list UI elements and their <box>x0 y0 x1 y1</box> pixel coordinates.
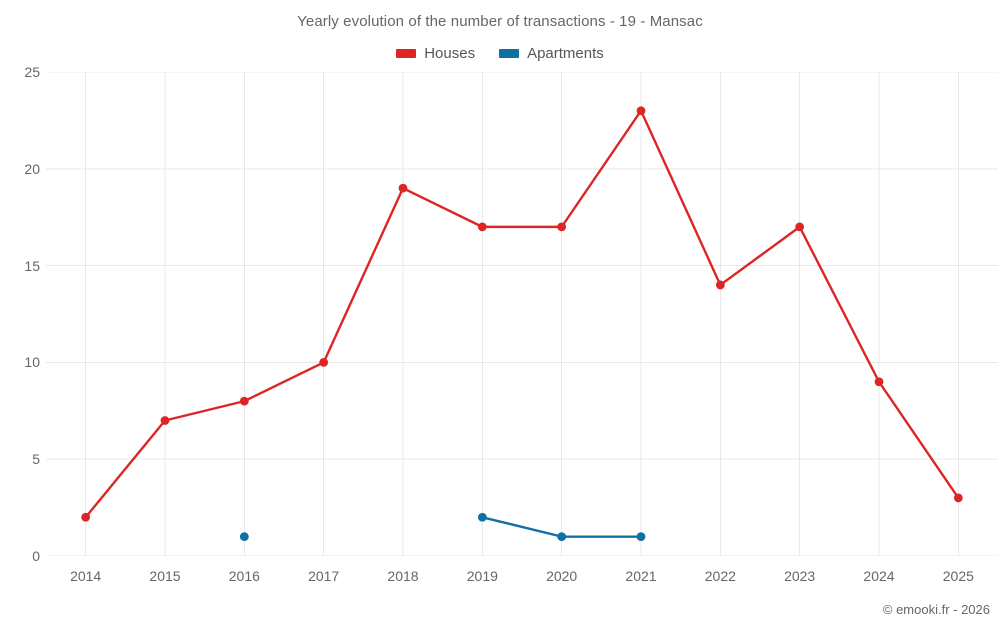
y-axis-tick-label: 25 <box>24 64 40 80</box>
y-axis-tick-label: 0 <box>32 548 40 564</box>
data-point[interactable] <box>239 532 249 542</box>
x-axis-tick-label: 2015 <box>149 568 181 584</box>
y-axis-tick-label: 20 <box>24 160 40 177</box>
x-axis-tick-label: 2022 <box>704 568 736 584</box>
data-point[interactable] <box>319 358 329 367</box>
plot-area <box>46 72 998 556</box>
series-line <box>84 109 960 519</box>
legend-item-houses[interactable]: Houses <box>396 45 475 62</box>
data-point[interactable] <box>557 222 567 232</box>
x-axis-tick-label: 2017 <box>308 568 340 584</box>
x-axis-tick-label: 2014 <box>70 568 102 584</box>
plot-svg <box>46 72 998 556</box>
y-axis: 0 5 10 15 20 25 <box>0 0 40 625</box>
data-point[interactable] <box>874 377 884 387</box>
data-point[interactable] <box>398 183 408 193</box>
x-axis-tick-label: 2016 <box>228 568 260 584</box>
legend-swatch-apartments <box>499 49 520 58</box>
x-axis-tick-label: 2023 <box>784 568 816 584</box>
data-point[interactable] <box>81 512 91 522</box>
legend-swatch-houses <box>396 49 417 58</box>
data-point[interactable] <box>636 532 646 542</box>
x-axis-tick-label: 2018 <box>387 568 419 584</box>
data-point[interactable] <box>715 280 725 290</box>
data-point[interactable] <box>160 416 170 425</box>
legend-item-apartments[interactable]: Apartments <box>499 45 604 62</box>
y-axis-tick-label: 5 <box>32 451 40 468</box>
y-axis-tick-label: 15 <box>24 257 40 274</box>
series-apartments <box>239 512 646 542</box>
data-point[interactable] <box>477 512 487 522</box>
series-houses <box>81 106 963 522</box>
gridlines <box>46 72 998 556</box>
data-point[interactable] <box>239 396 249 406</box>
x-axis-tick-label: 2024 <box>863 568 895 584</box>
data-point[interactable] <box>636 106 646 116</box>
x-axis-tick-label: 2019 <box>466 568 498 584</box>
x-axis-tick-label: 2020 <box>546 568 578 584</box>
x-axis: 2014 2015 2016 2017 2018 2019 2020 2021 2022 2023… <box>0 568 1000 592</box>
legend-label-apartments: Apartments <box>527 45 604 62</box>
y-axis-tick-label: 10 <box>24 354 40 371</box>
data-point[interactable] <box>953 493 963 503</box>
data-point[interactable] <box>477 222 487 232</box>
x-axis-tick-label: 2021 <box>625 568 657 584</box>
x-axis-tick-label: 2025 <box>942 568 974 584</box>
data-point[interactable] <box>795 222 805 232</box>
data-series-layer <box>81 106 963 542</box>
chart-legend: Houses Apartments <box>0 45 1000 62</box>
chart-title: Yearly evolution of the number of transa… <box>297 13 703 30</box>
copyright-credit: © emooki.fr - 2026 <box>882 602 990 617</box>
legend-label-houses: Houses <box>424 45 476 62</box>
data-point[interactable] <box>557 532 567 542</box>
